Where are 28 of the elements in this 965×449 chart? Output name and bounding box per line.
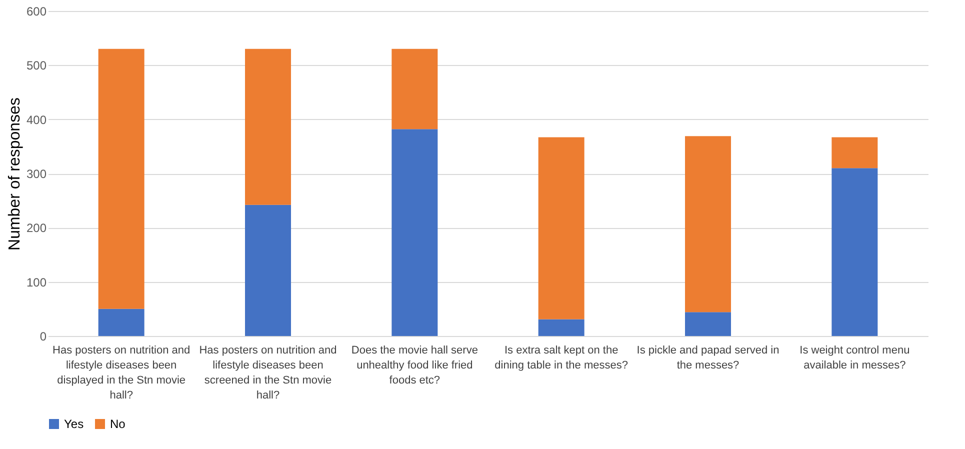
bar	[392, 48, 438, 130]
bar	[685, 312, 731, 336]
bar	[392, 129, 438, 336]
bar	[538, 137, 584, 320]
x-tick-label: Has posters on nutrition and lifestyle diseases been displayed in the Stn movie hall?	[52, 344, 190, 402]
x-tick-label: Is weight control menu available in messes?	[800, 344, 910, 372]
y-tick-label: 0	[40, 330, 47, 344]
x-tick-label: Is extra salt kept on the dining table in the messes?	[494, 344, 628, 372]
bar	[245, 204, 291, 336]
y-tick-label: 200	[26, 221, 47, 236]
y-tick-label: 400	[26, 112, 47, 127]
y-tick-label: 500	[26, 58, 47, 73]
x-tick-label: Is pickle and papad served in the messes?	[636, 344, 780, 372]
bar	[98, 48, 144, 309]
y-tick-label: 600	[26, 4, 47, 18]
x-tick-label: Has posters on nutrition and lifestyle diseases been screened in the Stn movie hall?	[199, 344, 337, 402]
bar	[245, 48, 291, 205]
y-tick-label: 100	[26, 275, 47, 290]
x-tick-label: Does the movie hall serve unhealthy food like fried foods etc?	[351, 344, 478, 386]
bar	[832, 137, 878, 168]
bar	[538, 319, 584, 336]
bar	[685, 136, 731, 312]
legend-label: No	[110, 417, 126, 431]
y-axis-title: Number of responses	[6, 98, 24, 250]
y-tick-label: 300	[26, 167, 47, 181]
bar	[832, 168, 878, 336]
bar	[98, 308, 144, 336]
legend-label: Yes	[64, 417, 84, 431]
